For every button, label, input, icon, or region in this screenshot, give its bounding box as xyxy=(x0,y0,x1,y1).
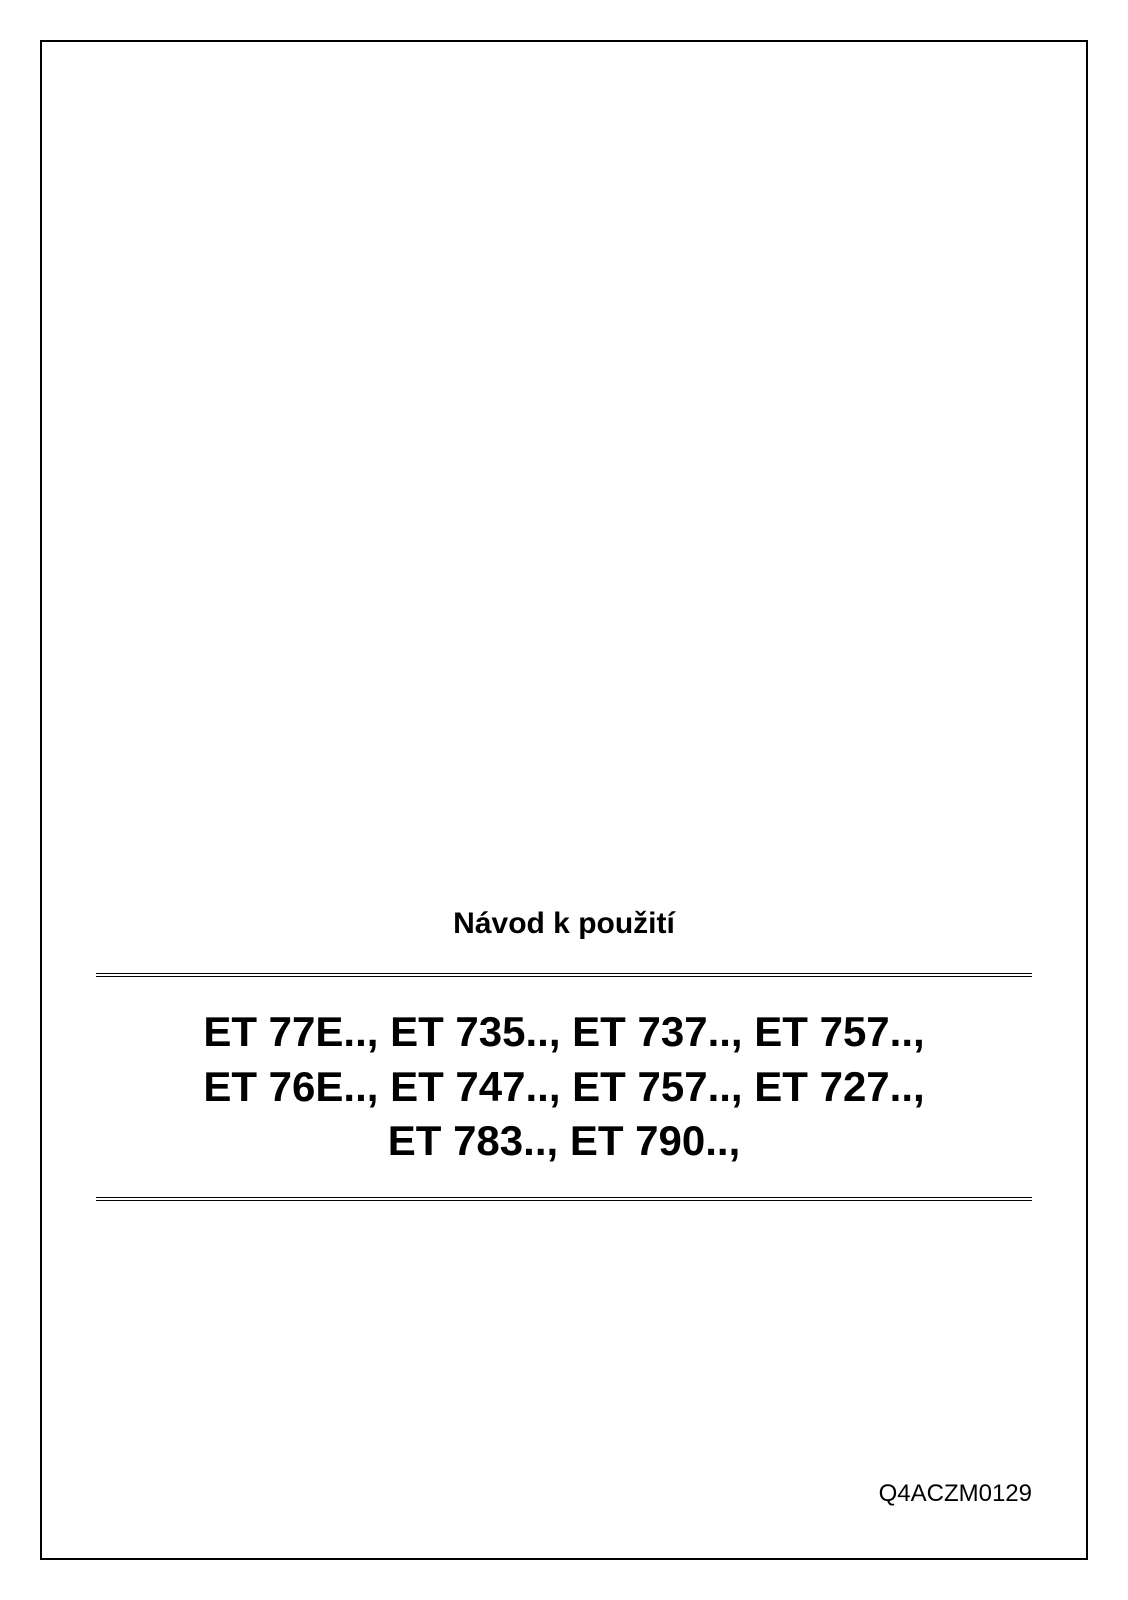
title-block: ET 77E.., ET 735.., ET 737.., ET 757.., … xyxy=(96,973,1032,1201)
title-line-3: ET 783.., ET 790.., xyxy=(96,1114,1032,1169)
document-subtitle: Návod k použití xyxy=(96,907,1032,941)
title-line-2: ET 76E.., ET 747.., ET 757.., ET 727.., xyxy=(96,1060,1032,1115)
page-border xyxy=(40,40,1088,1560)
document-code: Q4ACZM0129 xyxy=(879,1480,1032,1508)
title-line-1: ET 77E.., ET 735.., ET 737.., ET 757.., xyxy=(96,1005,1032,1060)
content-area: Návod k použití ET 77E.., ET 735.., ET 7… xyxy=(96,907,1032,1201)
